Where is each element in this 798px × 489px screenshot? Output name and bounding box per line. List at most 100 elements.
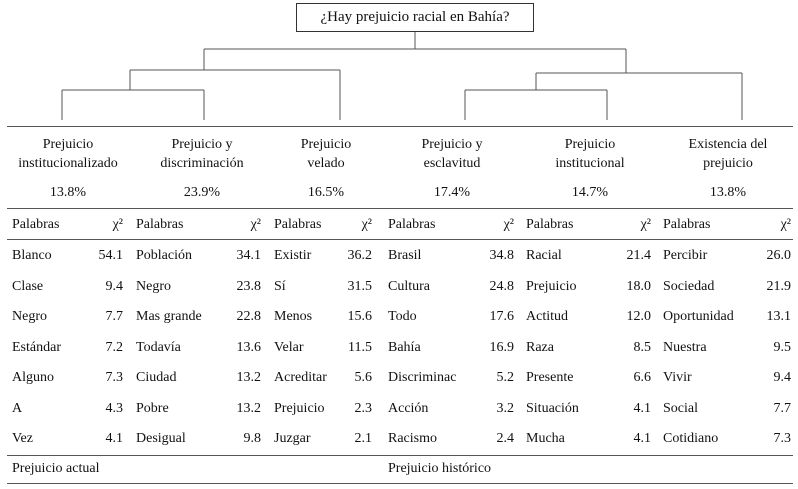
word-cell: Todo [388,309,417,324]
chi-square-cell: 13.6 [236,339,262,355]
chi-square-cell: 9.4 [105,278,124,294]
chi-square-cell: 5.2 [496,370,515,385]
chi-square-cell: 6.6 [633,370,652,385]
chi-square-cell: 18.0 [626,278,652,294]
rule-bottom [7,483,793,484]
chi-square-cell: 2.3 [354,400,373,416]
word-cell: Raza [526,339,554,355]
cluster-label-1: Prejuicio institucionalizado [2,135,134,173]
chi-square-header: χ² [640,217,651,232]
cluster-label-5: Prejuicio institucional [522,135,658,173]
word-cell: Vez [12,431,33,446]
cluster-pct-2: 23.9% [183,185,221,200]
words-header: Palabras [526,217,574,232]
word-cell: Vivir [663,370,692,385]
cluster-label-line: institucional [555,156,625,171]
cluster-label-4: Prejuicio y esclavitud [382,135,522,173]
words-header: Palabras [388,217,436,232]
word-cell: A [12,400,23,416]
chi-square-header: χ² [503,217,514,232]
cluster-pct-1: 13.8% [49,185,87,200]
word-cell: Cotidiano [663,431,719,446]
chi-square-cell: 36.2 [347,248,373,263]
word-cell: Situación [526,400,579,416]
word-cell: Discriminac [388,370,457,385]
word-cell: Menos [274,309,313,324]
cluster-label-3: Prejuicio velado [270,135,382,173]
chi-square-cell: 11.5 [348,339,372,355]
chi-square-cell: 13.2 [236,370,262,385]
word-cell: Mas grande [136,309,202,324]
word-cell: Bahía [388,339,421,355]
chi-square-cell: 5.6 [354,370,373,385]
cluster-pct-6: 13.8% [709,185,747,200]
word-cell: Blanco [12,248,52,263]
word-cell: Velar [274,339,304,355]
rule-footer-top [7,455,793,456]
chi-square-cell: 15.6 [347,309,373,324]
chi-square-cell: 9.5 [773,339,792,355]
chi-square-cell: 7.2 [105,339,124,355]
chi-square-cell: 12.0 [626,309,652,324]
word-cell: Ciudad [136,370,177,385]
word-cell: Juzgar [274,431,311,446]
chi-square-header: χ² [361,217,372,232]
word-cell: Percibir [663,248,708,263]
word-cell: Prejuicio [526,278,577,294]
word-cell: Brasil [388,248,422,263]
chi-square-cell: 8.5 [633,339,652,355]
chi-square-cell: 34.8 [489,248,515,263]
words-header: Palabras [274,217,322,232]
cluster-label-line: Existencia del [688,137,768,152]
chi-square-cell: 23.8 [236,278,262,294]
word-cell: Social [663,400,698,416]
cluster-pct-3: 16.5% [307,185,345,200]
word-cell: Alguno [12,370,54,385]
chi-square-cell: 34.1 [236,248,262,263]
chi-square-cell: 17.6 [489,309,515,324]
word-cell: Negro [136,278,171,294]
footer-group-current: Prejuicio actual [12,461,100,476]
word-cell: Pobre [136,400,169,416]
dendrogram-lines [61,32,743,120]
cluster-label-line: esclavitud [423,156,481,171]
chi-square-cell: 2.4 [496,431,515,446]
chi-square-cell: 24.8 [489,278,515,294]
word-cell: Prejuicio [274,400,325,416]
word-cell: Nuestra [663,339,707,355]
word-cell: Presente [526,370,574,385]
chi-square-cell: 3.2 [496,400,515,416]
cluster-label-line: velado [307,156,345,171]
words-header: Palabras [12,217,60,232]
word-cell: Clase [12,278,44,294]
word-cell: Actitud [526,309,568,324]
chi-square-cell: 21.4 [626,248,652,263]
word-cell: Población [136,248,192,263]
cluster-label-6: Existencia del prejuicio [658,135,798,173]
words-header: Palabras [136,217,184,232]
chi-square-cell: 31.5 [347,278,373,294]
chi-square-header: χ² [780,217,791,232]
word-cell: Cultura [388,278,430,294]
chi-square-cell: 4.1 [633,431,652,446]
word-cell: Racial [526,248,562,263]
chi-square-cell: 7.7 [773,400,792,416]
chi-square-cell: 4.1 [105,431,124,446]
chi-square-header: χ² [250,217,261,232]
cluster-label-line: prejuicio [703,156,753,171]
word-cell: Desigual [136,431,186,446]
word-cell: Existir [274,248,312,263]
root-question-box: ¿Hay prejuicio racial en Bahía? [296,3,534,32]
chi-square-cell: 2.1 [354,431,373,446]
word-cell: Todavía [136,339,181,355]
chi-square-cell: 4.3 [105,400,124,416]
chi-square-cell: 7.7 [105,309,124,324]
word-cell: Racismo [388,431,437,446]
cluster-label-line: Prejuicio y [421,137,483,152]
rule-top [7,126,793,127]
chi-square-cell: 26.0 [766,248,792,263]
chi-square-cell: 9.8 [243,431,262,446]
cluster-label-line: institucionalizado [18,156,118,171]
chi-square-cell: 13.1 [766,309,792,324]
chi-square-cell: 16.9 [489,339,515,355]
